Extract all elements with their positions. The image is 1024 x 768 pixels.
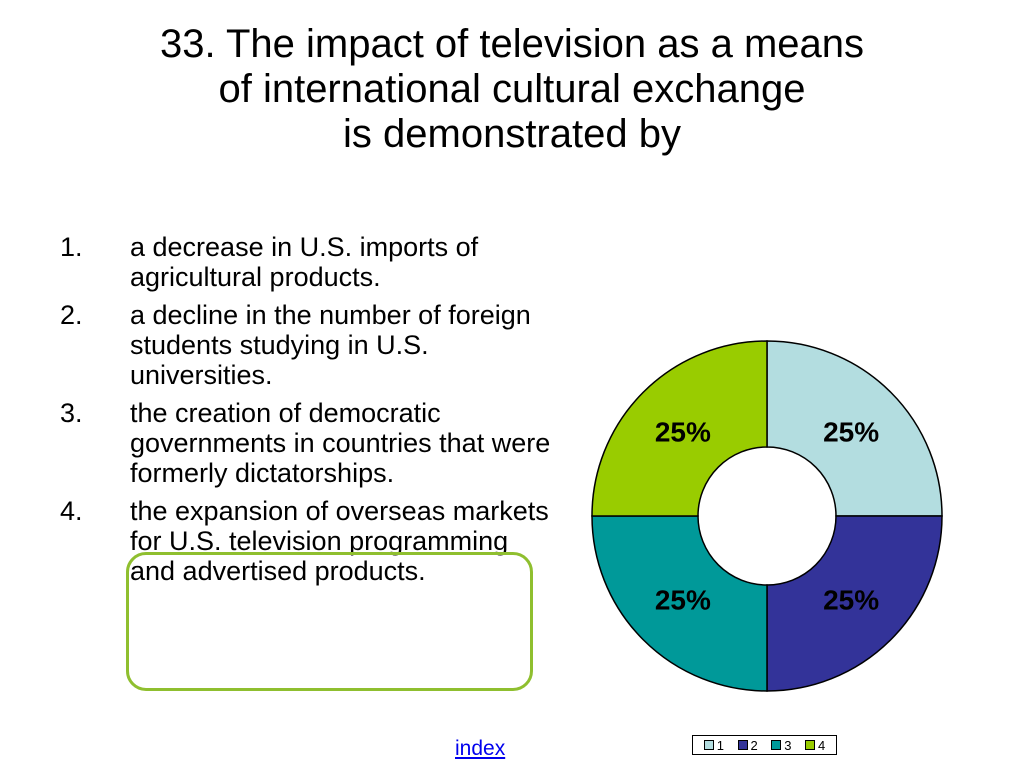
legend-swatch (703, 740, 714, 750)
answer-option-4[interactable]: 4. the expansion of overseas markets for… (60, 496, 560, 586)
answer-text: a decrease in U.S. imports of agricultur… (130, 232, 479, 292)
data-label-1: 25% (823, 416, 879, 447)
pie-slice-2 (766, 515, 943, 692)
title-line-1: 33. The impact of television as a means (159, 22, 865, 66)
slide-title: 33. The impact of television as a means … (60, 22, 964, 157)
pie-slice-3 (591, 515, 768, 692)
answer-number: 2. (60, 300, 83, 330)
legend-label: 4 (818, 737, 826, 753)
data-label-2: 25% (823, 585, 879, 616)
index-link[interactable]: index (455, 737, 506, 760)
legend-swatch (737, 740, 748, 750)
answer-text: the expansion of overseas markets for U.… (130, 496, 549, 586)
legend-item-2: 2 (737, 737, 758, 753)
answer-text: a decline in the number of foreign stude… (130, 300, 531, 390)
pie-slice-1 (766, 340, 943, 517)
title-line-2: of international cultural exchange (218, 67, 806, 111)
correct-answer-highlight (126, 552, 533, 691)
legend-swatch (805, 740, 815, 750)
legend-item-4: 4 (805, 738, 825, 753)
legend-item-1: 1 (703, 737, 724, 753)
chart-legend: 1 2 3 4 (692, 735, 837, 755)
answer-text: the creation of democratic governments i… (130, 398, 551, 488)
answer-number: 1. (60, 232, 83, 262)
legend-item-3: 3 (771, 738, 791, 753)
data-label-3: 25% (655, 585, 711, 616)
legend-label: 2 (750, 737, 758, 753)
legend-label: 1 (716, 737, 724, 753)
answer-number: 4. (60, 496, 83, 526)
legend-label: 3 (784, 737, 792, 753)
answer-option-1[interactable]: 1. a decrease in U.S. imports of agricul… (60, 232, 560, 292)
answer-option-2[interactable]: 2. a decline in the number of foreign st… (60, 300, 560, 390)
answer-option-3[interactable]: 3. the creation of democratic government… (60, 398, 560, 488)
legend-swatch (771, 740, 782, 750)
answer-number: 3. (60, 398, 83, 428)
doughnut-chart: 25% 25% 25% 25% (591, 340, 943, 692)
data-label-4: 25% (655, 416, 711, 447)
title-line-3: is demonstrated by (343, 112, 681, 156)
pie-slice-4 (591, 340, 768, 517)
answer-list: 1. a decrease in U.S. imports of agricul… (60, 232, 560, 594)
